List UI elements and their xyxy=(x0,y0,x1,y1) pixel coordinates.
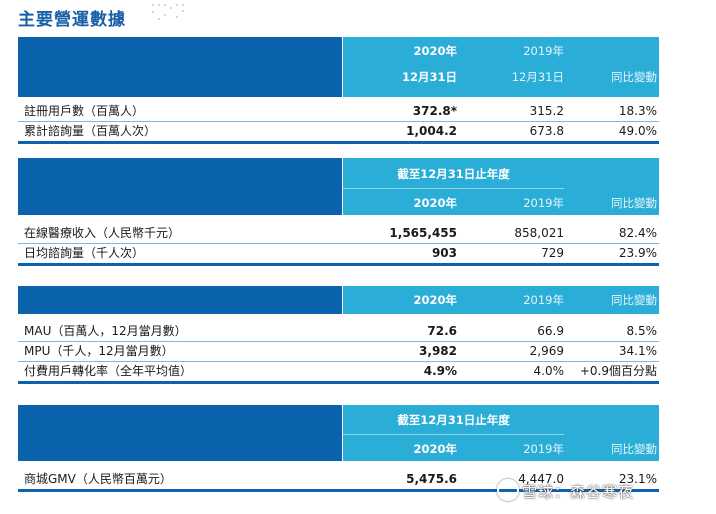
header-row: 2020年 2019年 同比變動 xyxy=(343,288,659,312)
header-dark-panel xyxy=(18,37,342,97)
section-header: 截至12月31日止年度 2020年 2019年 同比變動 xyxy=(18,405,659,461)
col-2020: 2020年 xyxy=(413,44,457,58)
value-change: 34.1% xyxy=(618,344,657,358)
value-change: +0.9個百分點 xyxy=(579,364,657,378)
value-2019: 4.0% xyxy=(533,364,565,378)
col-2019: 2019年 xyxy=(523,44,564,58)
value-change: 82.4% xyxy=(618,226,657,240)
header-divider xyxy=(343,188,564,189)
col-2019: 2019年 xyxy=(523,442,564,456)
header-subrow: 2020年 2019年 同比變動 xyxy=(343,437,659,461)
section-header: 截至12月31日止年度 2020年 2019年 同比變動 xyxy=(18,158,659,215)
value-2019: 4,447.0 xyxy=(518,472,564,486)
col-change: 同比變動 xyxy=(611,70,657,84)
row-label: MPU（千人，12月當月數） xyxy=(24,344,174,358)
table-row: 商城GMV（人民幣百萬元） 5,475.6 4,447.0 23.1% xyxy=(18,470,659,489)
value-2019: 315.2 xyxy=(529,104,564,118)
value-2020: 3,982 xyxy=(419,344,457,358)
section-online-medical: 截至12月31日止年度 2020年 2019年 同比變動 在線醫療收入（人民幣千… xyxy=(18,158,659,266)
col-change: 同比變動 xyxy=(611,196,657,210)
value-2020: 5,475.6 xyxy=(406,472,457,486)
period-label: 截至12月31日止年度 xyxy=(397,167,510,181)
value-2019: 729 xyxy=(541,246,564,260)
value-change: 49.0% xyxy=(618,124,657,138)
row-divider xyxy=(18,243,659,244)
value-2020: 1,565,455 xyxy=(389,226,457,240)
header-dark-panel xyxy=(18,405,342,461)
value-2020: 903 xyxy=(431,246,457,260)
table-row: 註冊用戶數（百萬人） 372.8* 315.2 18.3% xyxy=(18,102,659,121)
section-bottom-rule xyxy=(18,263,659,266)
section-bottom-rule xyxy=(18,489,659,492)
col-2020: 2020年 xyxy=(413,293,457,307)
value-2020: 72.6 xyxy=(427,324,457,338)
row-label: MAU（百萬人，12月當月數） xyxy=(24,324,187,338)
col-2019: 2019年 xyxy=(523,293,564,307)
section-header: 2020年 2019年 12月31日 12月31日 同比變動 xyxy=(18,37,659,97)
col-change: 同比變動 xyxy=(611,293,657,307)
table-row: 日均諮詢量（千人次） 903 729 23.9% xyxy=(18,244,659,263)
decorative-dots xyxy=(150,2,190,22)
table-row: 累計諮詢量（百萬人次） 1,004.2 673.8 49.0% xyxy=(18,122,659,141)
row-divider xyxy=(18,341,659,342)
page-title: 主要營運數據 xyxy=(18,10,126,30)
table-row: MAU（百萬人，12月當月數） 72.6 66.9 8.5% xyxy=(18,322,659,341)
row-divider xyxy=(18,121,659,122)
header-light-panel xyxy=(343,405,659,461)
col-2019-date: 12月31日 xyxy=(511,70,564,84)
col-2020: 2020年 xyxy=(413,196,457,210)
header-dark-panel xyxy=(18,158,342,215)
row-label: 累計諮詢量（百萬人次） xyxy=(24,124,157,138)
col-2020: 2020年 xyxy=(413,442,457,456)
row-label: 商城GMV（人民幣百萬元） xyxy=(24,472,172,486)
value-2019: 66.9 xyxy=(537,324,564,338)
watermark-text: 雪球：森谷寒夜 xyxy=(522,483,635,501)
value-change: 23.1% xyxy=(618,472,657,486)
header-row: 2020年 2019年 xyxy=(343,39,659,63)
value-2020: 372.8* xyxy=(412,104,457,118)
section-registered-users: 2020年 2019年 12月31日 12月31日 同比變動 註冊用戶數（百萬人… xyxy=(18,37,659,144)
period-label: 截至12月31日止年度 xyxy=(397,413,510,427)
header-subrow: 2020年 2019年 同比變動 xyxy=(343,191,659,215)
header-light-panel xyxy=(343,37,659,97)
table-row: 在線醫療收入（人民幣千元） 1,565,455 858,021 82.4% xyxy=(18,224,659,243)
row-label: 付費用戶轉化率（全年平均值） xyxy=(24,364,193,378)
row-label: 在線醫療收入（人民幣千元） xyxy=(24,226,181,240)
snowball-logo-icon xyxy=(497,479,519,501)
header-row: 截至12月31日止年度 xyxy=(343,408,659,432)
col-2019: 2019年 xyxy=(523,196,564,210)
col-change: 同比變動 xyxy=(611,442,657,456)
section-mall-gmv: 截至12月31日止年度 2020年 2019年 同比變動 商城GMV（人民幣百萬… xyxy=(18,405,659,492)
section-users-metrics: 2020年 2019年 同比變動 MAU（百萬人，12月當月數） 72.6 66… xyxy=(18,286,659,384)
header-divider xyxy=(343,434,564,435)
value-change: 18.3% xyxy=(618,104,657,118)
value-2019: 858,021 xyxy=(514,226,564,240)
section-bottom-rule xyxy=(18,141,659,144)
header-dark-panel xyxy=(18,286,342,314)
section-header: 2020年 2019年 同比變動 xyxy=(18,286,659,314)
value-2020: 4.9% xyxy=(423,364,457,378)
header-subrow: 12月31日 12月31日 同比變動 xyxy=(343,65,659,89)
value-2020: 1,004.2 xyxy=(406,124,457,138)
value-2019: 2,969 xyxy=(529,344,564,358)
value-change: 23.9% xyxy=(618,246,657,260)
row-divider xyxy=(18,361,659,362)
table-row: 付費用戶轉化率（全年平均值） 4.9% 4.0% +0.9個百分點 xyxy=(18,362,659,381)
header-row: 截至12月31日止年度 xyxy=(343,162,659,186)
header-light-panel xyxy=(343,286,659,314)
watermark: 雪球：森谷寒夜 xyxy=(497,479,634,502)
table-row: MPU（千人，12月當月數） 3,982 2,969 34.1% xyxy=(18,342,659,361)
section-bottom-rule xyxy=(18,381,659,384)
row-label: 日均諮詢量（千人次） xyxy=(24,246,145,260)
col-2020-date: 12月31日 xyxy=(401,70,457,84)
header-light-panel xyxy=(343,158,659,215)
value-2019: 673.8 xyxy=(529,124,564,138)
value-change: 8.5% xyxy=(626,324,658,338)
row-label: 註冊用戶數（百萬人） xyxy=(24,104,145,118)
